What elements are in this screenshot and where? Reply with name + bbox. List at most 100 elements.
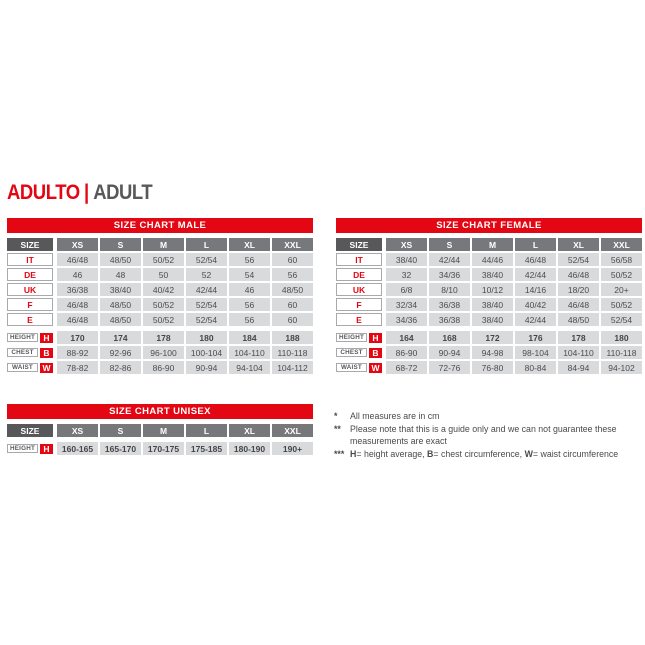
column-header-s: S [100, 424, 141, 437]
cell-de-s: 48 [100, 268, 141, 281]
column-header-s: S [429, 238, 470, 251]
cell-e-s: 48/50 [100, 313, 141, 326]
cell-it-l: 46/48 [515, 253, 556, 266]
badge-h: H [369, 332, 382, 343]
badge-w: W [369, 362, 382, 373]
cell-f-l: 52/54 [186, 298, 227, 311]
row-label-it: IT [7, 253, 53, 266]
footnote-1: * All measures are in cm [334, 410, 639, 423]
measure-label-height: HEIGHT H [336, 331, 382, 344]
row-label-uk: UK [7, 283, 53, 296]
header-row: SIZE XS S M L XL XXL [7, 238, 313, 251]
measure-row-waist: WAIST W 68-72 72-76 76-80 80-84 84-94 94-102 [336, 361, 642, 374]
column-header-m: M [143, 424, 184, 437]
cell-uk-l: 42/44 [186, 283, 227, 296]
cell-de-xxl: 50/52 [601, 268, 642, 281]
cell-waist-s: 72-76 [429, 361, 470, 374]
size-column-header: SIZE [7, 238, 53, 251]
cell-f-s: 48/50 [100, 298, 141, 311]
cell-chest-s: 90-94 [429, 346, 470, 359]
cell-de-xxl: 56 [272, 268, 313, 281]
cell-chest-l: 98-104 [515, 346, 556, 359]
footnote-segment: B [427, 448, 434, 459]
footnote-3: *** H= height average, B= chest circumfer… [334, 448, 639, 461]
cell-chest-xl: 104-110 [558, 346, 599, 359]
badge-h: H [40, 443, 53, 454]
column-header-l: L [186, 424, 227, 437]
cell-waist-xxl: 94-102 [601, 361, 642, 374]
column-header-xl: XL [558, 238, 599, 251]
badge-h: H [40, 332, 53, 343]
column-header-l: L [186, 238, 227, 251]
measure-label-text: CHEST [7, 348, 38, 357]
cell-uk-m: 10/12 [472, 283, 513, 296]
cell-waist-xl: 84-94 [558, 361, 599, 374]
measure-row-chest: CHEST B 88-92 92-96 96-100 100-104 104-110 110-… [7, 346, 313, 359]
footnote-segment: = waist circumference [532, 448, 619, 459]
cell-f-xxl: 60 [272, 298, 313, 311]
table-title-male: SIZE CHART MALE [7, 218, 313, 233]
table-body: SIZE XS S M L XL XXL IT 38/40 42/44 44/46 46/48 52/5… [336, 238, 642, 374]
size-row-f: F 46/48 48/50 50/52 52/54 56 60 [7, 298, 313, 311]
measure-row-height: HEIGHT H 164 168 172 176 178 180 [336, 331, 642, 344]
cell-waist-s: 82-86 [100, 361, 141, 374]
footnote-segment: Please note that this is a guide only an… [350, 423, 617, 447]
measure-label-chest: CHEST B [336, 346, 382, 359]
cell-f-l: 40/42 [515, 298, 556, 311]
title-separator: | [84, 181, 89, 204]
cell-chest-xl: 104-110 [229, 346, 270, 359]
size-column-header: SIZE [336, 238, 382, 251]
footnote-segment: = height average, [356, 448, 428, 459]
cell-waist-xs: 68-72 [386, 361, 427, 374]
badge-b: B [369, 347, 382, 358]
measure-row-height: HEIGHT H 170 174 178 180 184 188 [7, 331, 313, 344]
cell-waist-xs: 78-82 [57, 361, 98, 374]
measure-label-chest: CHEST B [7, 346, 53, 359]
cell-de-m: 50 [143, 268, 184, 281]
measure-label-text: HEIGHT [336, 333, 367, 342]
cell-uk-xs: 36/38 [57, 283, 98, 296]
row-label-e: E [7, 313, 53, 326]
cell-f-xl: 46/48 [558, 298, 599, 311]
footnotes: * All measures are in cm ** Please note tha… [334, 410, 639, 460]
cell-de-m: 38/40 [472, 268, 513, 281]
size-row-de: DE 46 48 50 52 54 56 [7, 268, 313, 281]
footnote-marker: * [334, 411, 338, 421]
measure-label-height: HEIGHT H [7, 442, 53, 455]
row-label-de: DE [336, 268, 382, 281]
table-title-unisex: SIZE CHART UNISEX [7, 404, 313, 419]
cell-uk-xl: 18/20 [558, 283, 599, 296]
cell-f-xs: 32/34 [386, 298, 427, 311]
size-column-header: SIZE [7, 424, 53, 437]
size-row-uk: UK 36/38 38/40 40/42 42/44 46 48/50 [7, 283, 313, 296]
cell-height-xl: 178 [558, 331, 599, 344]
column-header-xs: XS [57, 424, 98, 437]
cell-it-xl: 56 [229, 253, 270, 266]
cell-f-m: 50/52 [143, 298, 184, 311]
cell-it-xs: 46/48 [57, 253, 98, 266]
size-chart-unisex-table: SIZE CHART UNISEX SIZE XS S M L XL XXL HEIGHT H 1… [7, 404, 313, 457]
cell-uk-xl: 46 [229, 283, 270, 296]
cell-height-xxl: 188 [272, 331, 313, 344]
column-header-s: S [100, 238, 141, 251]
cell-e-s: 36/38 [429, 313, 470, 326]
page-title-primary: ADULTO [7, 181, 80, 204]
cell-height-l: 175-185 [186, 442, 227, 455]
footnote-segment: = chest circumference, [433, 448, 525, 459]
cell-height-l: 176 [515, 331, 556, 344]
cell-e-xl: 56 [229, 313, 270, 326]
cell-height-xl: 180-190 [229, 442, 270, 455]
cell-uk-s: 38/40 [100, 283, 141, 296]
footnote-text: All measures are in cm [350, 410, 639, 423]
cell-chest-s: 92-96 [100, 346, 141, 359]
footnote-2: ** Please note that this is a guide only … [334, 423, 639, 448]
cell-height-xs: 170 [57, 331, 98, 344]
row-label-f: F [7, 298, 53, 311]
header-row: SIZE XS S M L XL XXL [336, 238, 642, 251]
cell-e-l: 42/44 [515, 313, 556, 326]
measure-row-height: HEIGHT H 160-165 165-170 170-175 175-185 180-1… [7, 442, 313, 455]
cell-it-m: 50/52 [143, 253, 184, 266]
cell-e-xxl: 52/54 [601, 313, 642, 326]
measure-label-text: HEIGHT [7, 444, 38, 453]
badge-b: B [40, 347, 53, 358]
